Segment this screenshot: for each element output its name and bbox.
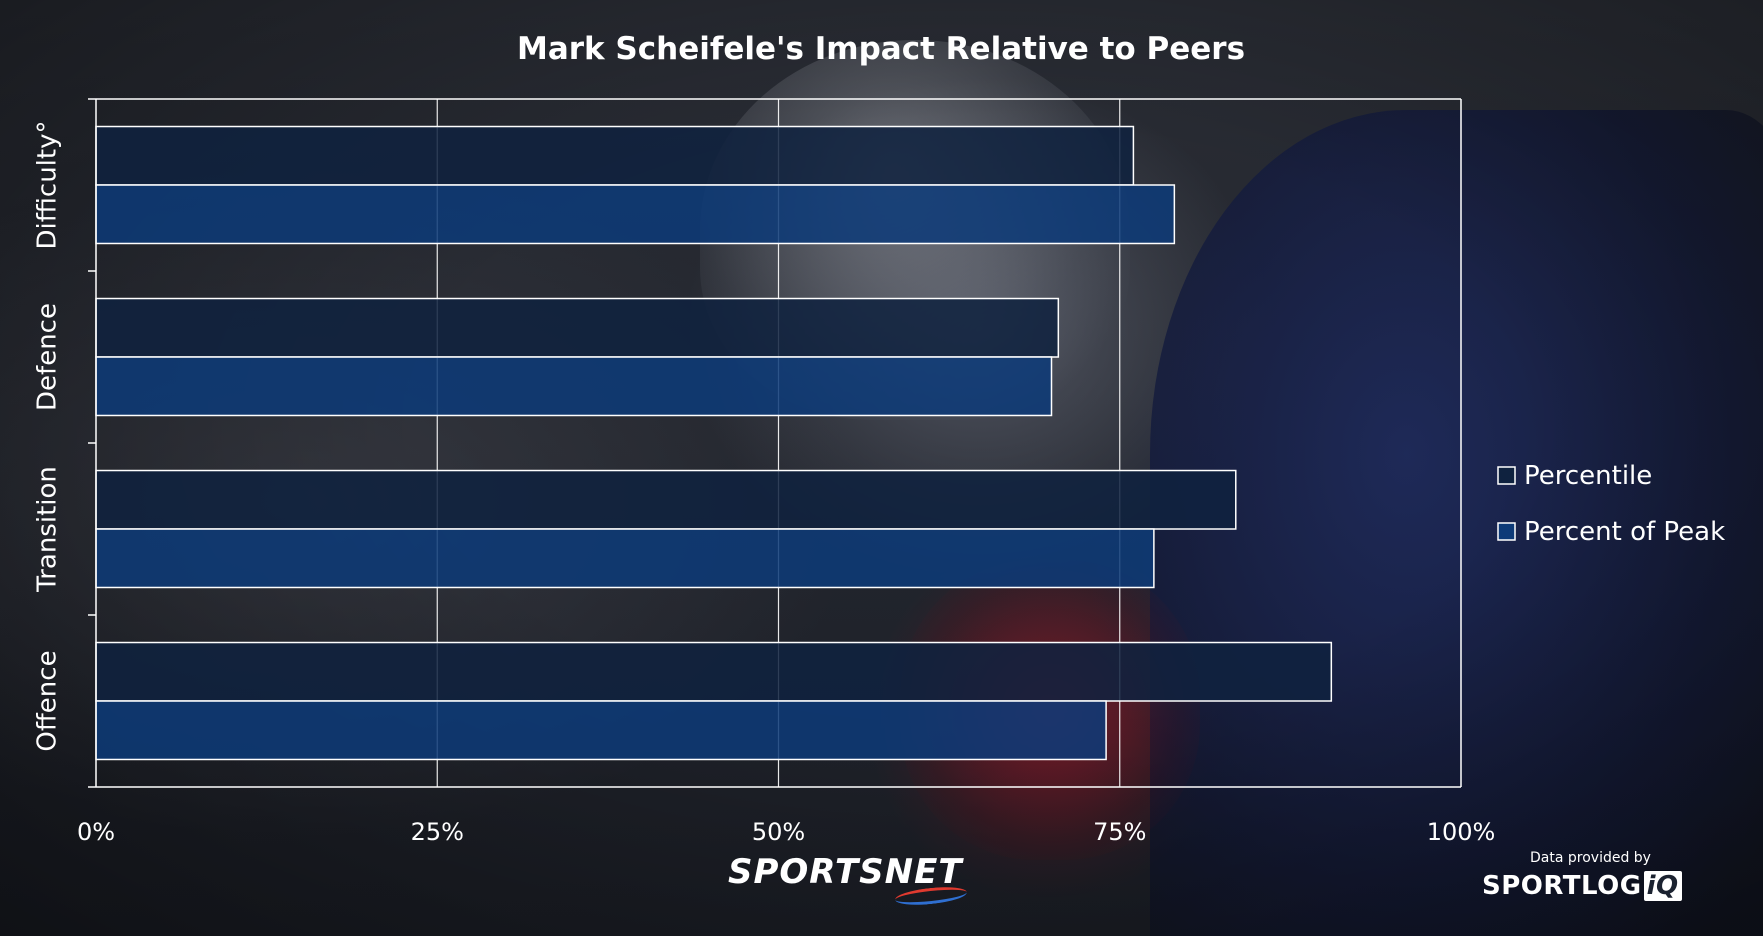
x-tick-label: 100%	[1427, 818, 1496, 846]
legend-swatch	[1497, 522, 1516, 541]
y-category-label: Transition	[33, 466, 63, 593]
chart-title: Mark Scheifele's Impact Relative to Peer…	[517, 31, 1245, 67]
x-tick-label: 75%	[1093, 818, 1146, 846]
bar-percentile	[95, 297, 1060, 358]
y-category-label: Offence	[33, 650, 63, 751]
legend-label: Percent of Peak	[1524, 517, 1725, 547]
bar-percentile	[95, 469, 1237, 530]
legend-label: Percentile	[1524, 461, 1652, 491]
sportlogiq-logo-main: SPORTLOG	[1482, 871, 1642, 901]
bar-percent-of-peak	[95, 528, 1155, 589]
bar-percent-of-peak	[95, 184, 1176, 245]
bar-percent-of-peak	[95, 700, 1107, 761]
x-tick-label: 0%	[77, 818, 115, 846]
background-jersey-shape	[1150, 110, 1763, 936]
x-tick-label: 25%	[411, 818, 464, 846]
legend-swatch	[1497, 466, 1516, 485]
bar-percentile	[95, 125, 1135, 186]
bar-percent-of-peak	[95, 356, 1053, 417]
sportsnet-logo: SPORTSNET	[728, 852, 963, 892]
sportlogiq-logo-suffix: iQ	[1643, 871, 1682, 901]
legend: Percentile Percent of Peak	[1497, 461, 1725, 547]
y-category-label: Difficulty°	[33, 121, 63, 250]
data-credit-caption: Data provided by	[1530, 850, 1651, 866]
x-tick-label: 50%	[752, 818, 805, 846]
bar-percentile	[95, 641, 1333, 702]
bars-layer	[95, 125, 1333, 761]
y-category-label: Defence	[33, 303, 63, 411]
sportlogiq-logo: SPORTLOG iQ	[1482, 871, 1682, 901]
axis-layer: 0% 25% 50% 75% 100% Difficulty° Defence Transit…	[33, 98, 1496, 846]
